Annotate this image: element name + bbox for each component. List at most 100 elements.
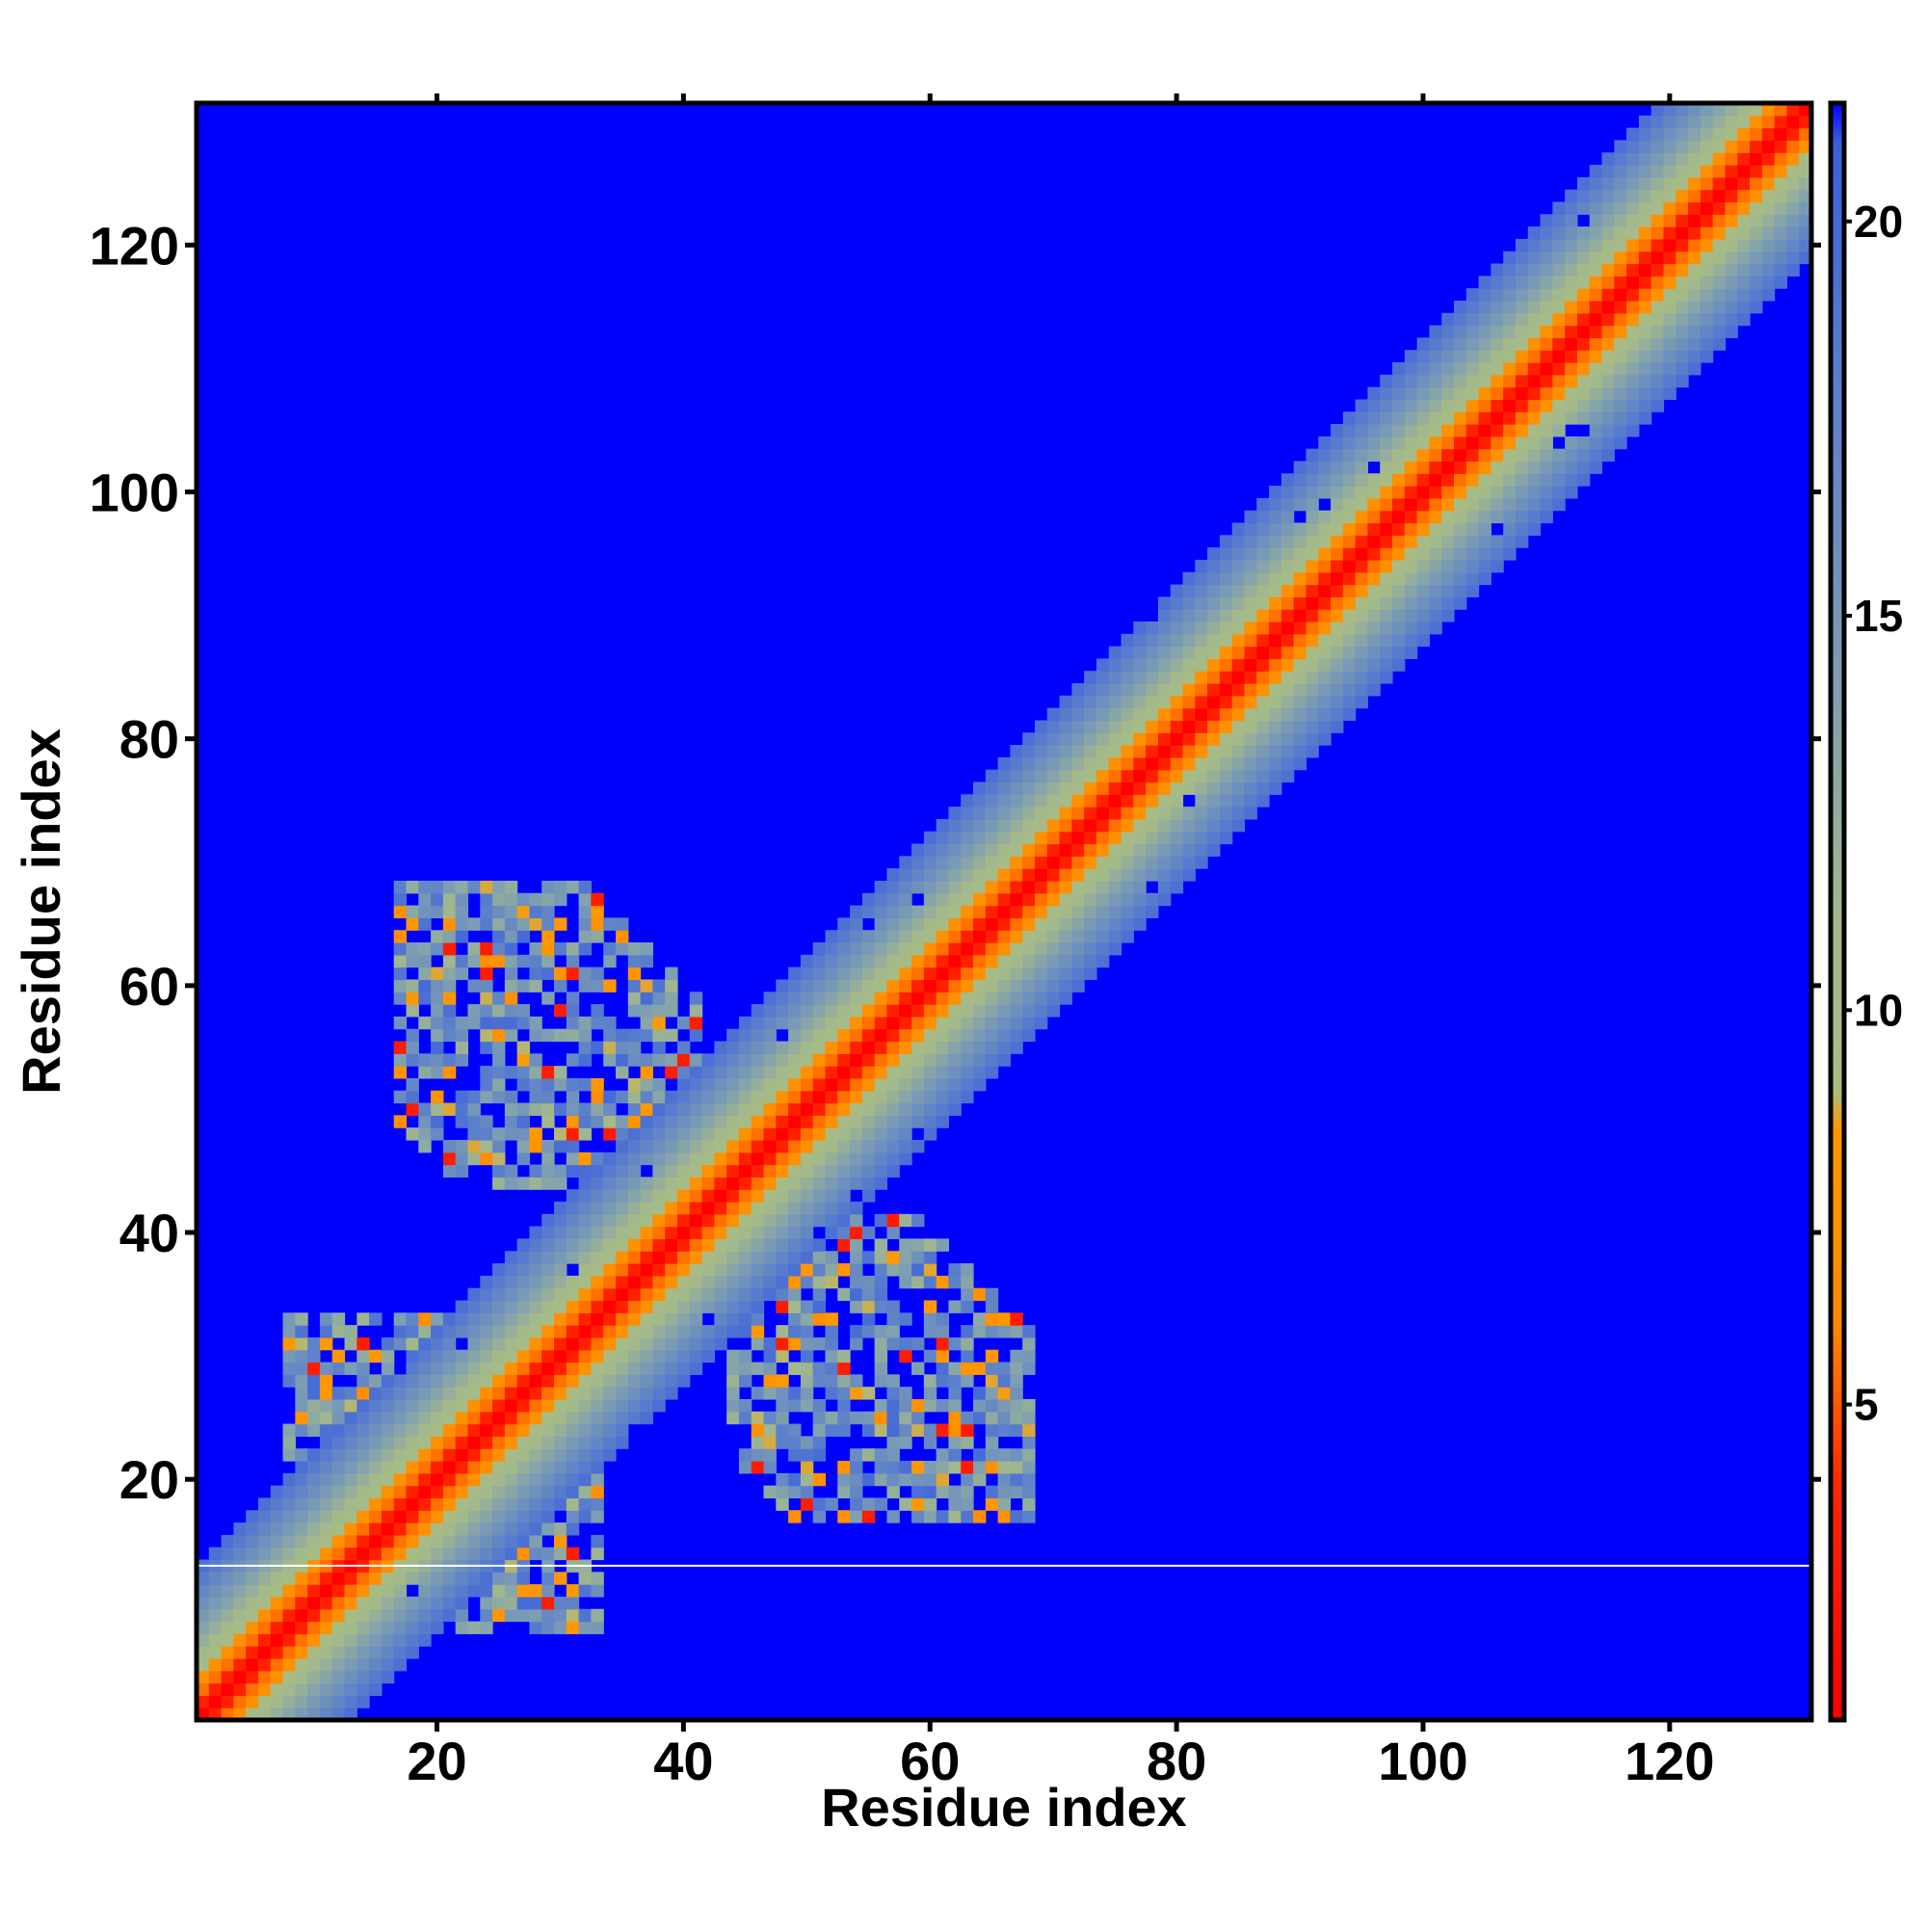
heatmap-cell bbox=[837, 992, 851, 1005]
heatmap-cell bbox=[1367, 571, 1381, 586]
heatmap-cell bbox=[1022, 917, 1036, 931]
heatmap-cell bbox=[1404, 436, 1418, 450]
heatmap-cell bbox=[1601, 152, 1615, 166]
heatmap-cell bbox=[961, 1436, 974, 1449]
heatmap-cell bbox=[997, 1028, 1011, 1043]
heatmap-cell bbox=[936, 1325, 950, 1338]
heatmap-cell bbox=[381, 1510, 395, 1523]
heatmap-cell bbox=[1121, 745, 1134, 758]
heatmap-cell bbox=[899, 1090, 912, 1104]
heatmap-cell bbox=[492, 1139, 506, 1153]
heatmap-cell bbox=[1231, 559, 1246, 573]
heatmap-cell bbox=[442, 1472, 457, 1487]
heatmap-cell bbox=[1576, 461, 1591, 474]
heatmap-cell bbox=[1195, 769, 1208, 783]
heatmap-cell bbox=[554, 1263, 568, 1277]
heatmap-cell bbox=[282, 1621, 296, 1634]
heatmap-cell bbox=[541, 1621, 555, 1634]
heatmap-cell bbox=[516, 979, 531, 992]
heatmap-cell bbox=[726, 1028, 740, 1043]
heatmap-cell bbox=[467, 979, 481, 992]
heatmap-cell bbox=[431, 942, 444, 956]
heatmap-cell bbox=[1441, 350, 1455, 363]
heatmap-cell bbox=[911, 1139, 925, 1153]
heatmap-cell bbox=[295, 1387, 308, 1400]
heatmap-cell bbox=[221, 1572, 234, 1585]
heatmap-cell bbox=[911, 1213, 925, 1228]
heatmap-cell bbox=[578, 917, 592, 931]
heatmap-cell bbox=[578, 1461, 592, 1474]
heatmap-cell bbox=[850, 979, 863, 992]
heatmap-cell bbox=[1712, 127, 1727, 142]
heatmap-cell bbox=[1601, 325, 1615, 338]
heatmap-cell bbox=[1515, 337, 1529, 351]
heatmap-cell bbox=[738, 1325, 752, 1338]
heatmap-cell bbox=[1170, 745, 1184, 758]
heatmap-cell bbox=[1256, 707, 1270, 722]
heatmap-cell bbox=[541, 1448, 555, 1462]
heatmap-cell bbox=[1503, 424, 1517, 437]
heatmap-cell bbox=[331, 1349, 346, 1363]
heatmap-cell bbox=[997, 1004, 1011, 1018]
heatmap-cell bbox=[1638, 276, 1652, 289]
heatmap-cell bbox=[1170, 596, 1184, 610]
heatmap-cell bbox=[1146, 621, 1159, 635]
heatmap-cell bbox=[1182, 571, 1196, 586]
heatmap-cell bbox=[1576, 337, 1591, 351]
heatmap-cell bbox=[886, 1485, 900, 1499]
heatmap-cell bbox=[1108, 745, 1122, 758]
heatmap-cell bbox=[1195, 695, 1208, 709]
x-tick-label: 60 bbox=[900, 1731, 960, 1791]
heatmap-cell bbox=[393, 1522, 408, 1536]
heatmap-cell bbox=[270, 1572, 284, 1585]
heatmap-cell bbox=[1342, 683, 1357, 697]
heatmap-cell bbox=[1269, 535, 1282, 548]
heatmap-cell bbox=[554, 1177, 568, 1190]
heatmap-cell bbox=[492, 1461, 506, 1474]
heatmap-cells bbox=[197, 103, 1812, 1721]
heatmap-cell bbox=[1133, 658, 1147, 672]
heatmap-cell bbox=[948, 1436, 962, 1449]
heatmap-cell bbox=[1503, 350, 1517, 363]
heatmap-cell bbox=[1761, 288, 1776, 302]
heatmap-cell bbox=[1491, 510, 1504, 524]
heatmap-cell bbox=[689, 1300, 703, 1313]
heatmap-cell bbox=[763, 1448, 777, 1462]
heatmap-cell bbox=[1293, 621, 1307, 635]
y-tick-label: 60 bbox=[119, 956, 179, 1017]
heatmap-cell bbox=[418, 1510, 432, 1523]
heatmap-cell bbox=[640, 1016, 653, 1030]
heatmap-cell bbox=[233, 1522, 247, 1536]
heatmap-cell bbox=[1133, 856, 1147, 869]
heatmap-cell bbox=[1280, 707, 1295, 722]
heatmap-cell bbox=[923, 1325, 937, 1338]
heatmap-cell bbox=[1207, 646, 1221, 660]
heatmap-cell bbox=[1565, 288, 1578, 302]
heatmap-cell bbox=[467, 1374, 481, 1388]
heatmap-cell bbox=[961, 1325, 974, 1338]
heatmap-cell bbox=[1515, 263, 1529, 277]
heatmap-cell bbox=[1491, 325, 1504, 338]
heatmap-cell bbox=[800, 1177, 814, 1190]
heatmap-cell bbox=[1392, 559, 1406, 573]
heatmap-cell bbox=[1429, 386, 1442, 401]
heatmap-cell bbox=[344, 1485, 357, 1499]
heatmap-cell bbox=[1170, 671, 1184, 684]
heatmap-cell bbox=[541, 1115, 555, 1128]
heatmap-cell bbox=[1700, 115, 1714, 129]
heatmap-cell bbox=[825, 1312, 838, 1326]
heatmap-cell bbox=[676, 1066, 691, 1079]
heatmap-cell bbox=[763, 1238, 777, 1252]
heatmap-cell bbox=[591, 1608, 604, 1623]
heatmap-cell bbox=[652, 992, 666, 1005]
heatmap-cell bbox=[1170, 695, 1184, 709]
heatmap-cell bbox=[1256, 720, 1270, 733]
heatmap-cell bbox=[923, 1077, 937, 1092]
heatmap-cell bbox=[800, 1127, 814, 1141]
heatmap-cell bbox=[726, 1263, 740, 1277]
heatmap-cell bbox=[295, 1349, 308, 1363]
heatmap-cell bbox=[319, 1621, 333, 1634]
heatmap-cell bbox=[1737, 140, 1751, 153]
heatmap-cell bbox=[1207, 732, 1221, 746]
heatmap-cell bbox=[1515, 461, 1529, 474]
